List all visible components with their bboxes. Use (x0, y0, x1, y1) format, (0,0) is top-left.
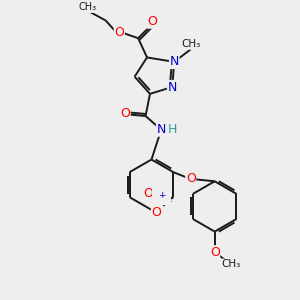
Text: O: O (152, 206, 161, 219)
Text: O: O (186, 172, 196, 185)
Text: CH₃: CH₃ (79, 2, 97, 12)
Text: H: H (167, 123, 177, 136)
Text: O: O (147, 15, 157, 28)
Text: CH₃: CH₃ (221, 259, 241, 269)
Text: O: O (114, 26, 124, 39)
Text: N: N (153, 195, 163, 208)
Text: +: + (158, 191, 165, 200)
Text: O: O (120, 107, 130, 121)
Text: CH₃: CH₃ (182, 39, 201, 49)
Text: O: O (143, 187, 153, 200)
Text: N: N (157, 123, 166, 136)
Text: N: N (169, 56, 179, 68)
Text: N: N (167, 80, 177, 94)
Text: O: O (210, 246, 220, 259)
